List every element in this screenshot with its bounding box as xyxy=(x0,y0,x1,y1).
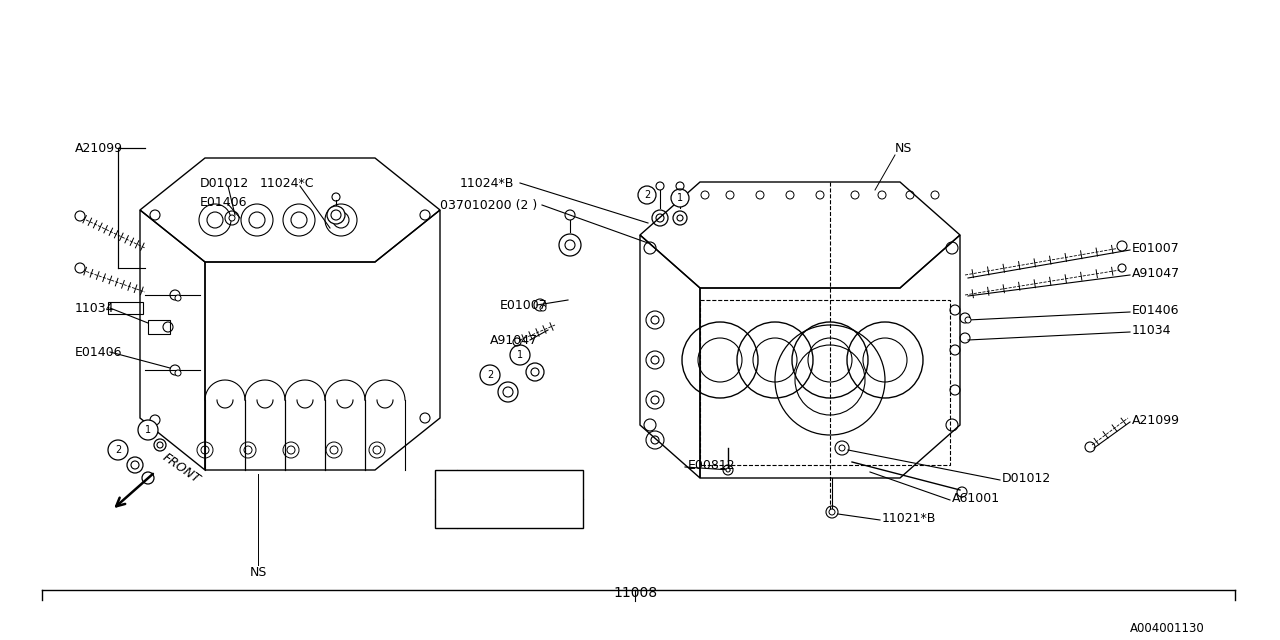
Text: A21099: A21099 xyxy=(1132,413,1180,426)
Circle shape xyxy=(229,215,236,221)
Text: 037010200 (2 ): 037010200 (2 ) xyxy=(440,198,538,211)
Text: 1: 1 xyxy=(443,479,449,489)
Circle shape xyxy=(175,295,180,301)
Text: 0370S: 0370S xyxy=(463,477,503,490)
Text: E01007: E01007 xyxy=(500,298,548,312)
Text: A91047: A91047 xyxy=(490,333,538,346)
Text: 2: 2 xyxy=(486,370,493,380)
Text: FRONT: FRONT xyxy=(160,451,202,486)
Text: 11034: 11034 xyxy=(1132,323,1171,337)
Bar xyxy=(435,470,582,528)
Text: NS: NS xyxy=(250,566,266,579)
Text: A91047: A91047 xyxy=(1132,266,1180,280)
Circle shape xyxy=(108,440,128,460)
Text: E01406: E01406 xyxy=(1132,303,1179,317)
Text: E00812: E00812 xyxy=(689,458,736,472)
Circle shape xyxy=(175,370,180,376)
Circle shape xyxy=(76,211,84,221)
Text: 11034: 11034 xyxy=(76,301,114,314)
Circle shape xyxy=(671,189,689,207)
Circle shape xyxy=(540,305,547,311)
Text: NS: NS xyxy=(895,141,913,154)
Circle shape xyxy=(965,317,972,323)
Circle shape xyxy=(438,476,454,492)
Text: A61001: A61001 xyxy=(952,492,1000,504)
Bar xyxy=(148,320,170,334)
Text: E01406: E01406 xyxy=(200,195,247,209)
Circle shape xyxy=(838,445,845,451)
Circle shape xyxy=(829,509,835,515)
Bar xyxy=(108,302,143,314)
Text: 1: 1 xyxy=(517,350,524,360)
Circle shape xyxy=(637,186,657,204)
Text: A004001130: A004001130 xyxy=(1130,621,1204,634)
Text: D01012: D01012 xyxy=(1002,472,1051,484)
Circle shape xyxy=(480,365,500,385)
Circle shape xyxy=(1117,241,1126,251)
Text: E01406: E01406 xyxy=(76,346,123,358)
Text: 11008: 11008 xyxy=(613,586,657,600)
Circle shape xyxy=(76,263,84,273)
Bar xyxy=(700,300,950,465)
Text: E01007: E01007 xyxy=(1132,241,1180,255)
Text: 1: 1 xyxy=(677,193,684,203)
Text: 2: 2 xyxy=(443,508,449,518)
Text: D01012: D01012 xyxy=(200,177,250,189)
Text: 2: 2 xyxy=(644,190,650,200)
Text: 11024*C: 11024*C xyxy=(260,177,315,189)
Text: 11024*B: 11024*B xyxy=(460,177,515,189)
Circle shape xyxy=(138,420,157,440)
Text: 11024*A: 11024*A xyxy=(463,506,517,520)
Text: 11021*B: 11021*B xyxy=(882,511,937,525)
Text: 1: 1 xyxy=(145,425,151,435)
Circle shape xyxy=(726,468,730,472)
Circle shape xyxy=(326,206,346,224)
Circle shape xyxy=(438,505,454,521)
Text: 2: 2 xyxy=(115,445,122,455)
Circle shape xyxy=(509,345,530,365)
Text: A21099: A21099 xyxy=(76,141,123,154)
